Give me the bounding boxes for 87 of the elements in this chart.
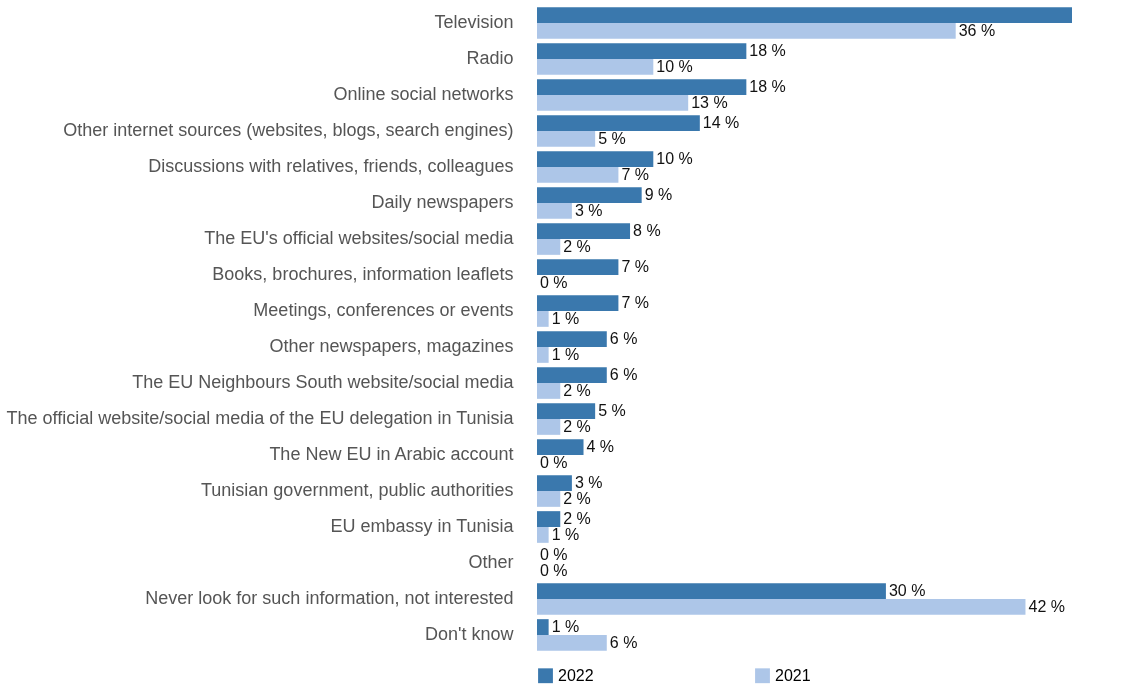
bar (537, 223, 631, 239)
data-label: 14 % (702, 114, 740, 132)
bar (537, 203, 572, 219)
data-label: 1 % (551, 525, 580, 543)
bar (537, 419, 561, 435)
bar (537, 599, 1026, 615)
data-label: 7 % (621, 294, 649, 312)
y-tick-label: Radio (466, 48, 514, 68)
y-tick-label: The EU Neighbours South website/social media (132, 372, 515, 392)
data-label: 1 % (551, 309, 580, 327)
data-label: 0 % (540, 453, 568, 471)
y-tick-label: The New EU in Arabic account (269, 444, 514, 464)
data-label: 5 % (598, 129, 626, 147)
bar (537, 187, 642, 203)
data-label: 4 % (586, 438, 615, 456)
data-label: 18 % (749, 42, 786, 60)
data-label: 30 % (888, 582, 926, 600)
data-label: 2 % (563, 417, 591, 435)
y-tick-label: EU embassy in Tunisia (330, 516, 515, 536)
bar (537, 367, 607, 383)
data-label: 3 % (574, 474, 603, 492)
bar (537, 43, 747, 59)
y-tick-label: Don't know (425, 624, 515, 644)
data-label: 7 % (621, 258, 649, 276)
bar (537, 259, 619, 275)
y-tick-label: Discussions with relatives, friends, colleagues (148, 156, 514, 176)
bar (537, 239, 561, 255)
bar (537, 511, 561, 527)
data-label: 1 % (551, 618, 580, 636)
bar (537, 295, 619, 311)
bar (537, 491, 561, 507)
bar (537, 583, 886, 599)
bar (537, 151, 654, 167)
y-tick-label: Books, brochures, information leaflets (212, 264, 514, 284)
bar (537, 347, 549, 363)
bar (537, 383, 561, 399)
y-tick-label: Daily newspapers (371, 192, 514, 212)
data-label: 2 % (563, 381, 591, 399)
bar (537, 79, 747, 95)
data-label: 8 % (633, 222, 661, 240)
legend-label: 2021 (775, 666, 811, 684)
y-tick-label: The official website/social media of the EU delegation in Tunisia (6, 408, 515, 428)
data-label: 1 % (551, 345, 580, 363)
data-label: 2 % (563, 510, 591, 528)
legend-label: 2022 (558, 666, 594, 684)
bar (537, 131, 596, 147)
data-label: 10 % (656, 150, 693, 168)
y-tick-label: Never look for such information, not interested (145, 588, 514, 608)
data-label: 7 % (621, 165, 649, 183)
bar (537, 439, 584, 455)
data-label: 2 % (563, 489, 591, 507)
y-tick-label: Other (468, 552, 514, 572)
data-label: 6 % (609, 366, 638, 384)
data-label: 3 % (574, 201, 603, 219)
data-label: 9 % (644, 186, 673, 204)
bar (537, 95, 689, 111)
data-label: 5 % (598, 402, 626, 420)
bar (537, 619, 549, 635)
data-label: 42 % (1028, 597, 1065, 615)
data-label: 13 % (691, 93, 728, 111)
data-label: 6 % (609, 633, 638, 651)
bar (537, 59, 654, 75)
data-label: 36 % (958, 21, 996, 39)
data-label: 18 % (749, 78, 786, 96)
y-tick-label: The EU's official websites/social media (204, 228, 515, 248)
y-tick-label: Other internet sources (websites, blogs, search engines) (63, 120, 514, 140)
bar (537, 115, 700, 131)
data-label: 0 % (540, 546, 568, 564)
y-tick-label: Television (434, 12, 514, 32)
bar (537, 23, 956, 39)
data-label: 0 % (540, 561, 568, 579)
bar (537, 475, 572, 491)
y-tick-label: Tunisian government, public authorities (200, 480, 514, 500)
bar (537, 331, 607, 347)
bar (537, 167, 619, 183)
bar (537, 7, 1072, 23)
bar (537, 311, 549, 327)
data-label: 2 % (563, 237, 591, 255)
y-tick-label: Online social networks (333, 84, 514, 104)
bar (537, 527, 549, 543)
bar (537, 403, 596, 419)
data-label: 0 % (540, 273, 568, 291)
data-label: 6 % (609, 330, 638, 348)
bar (537, 635, 607, 651)
data-label: 10 % (656, 57, 693, 75)
y-tick-label: Meetings, conferences or events (253, 300, 514, 320)
y-tick-label: Other newspapers, magazines (269, 336, 514, 356)
